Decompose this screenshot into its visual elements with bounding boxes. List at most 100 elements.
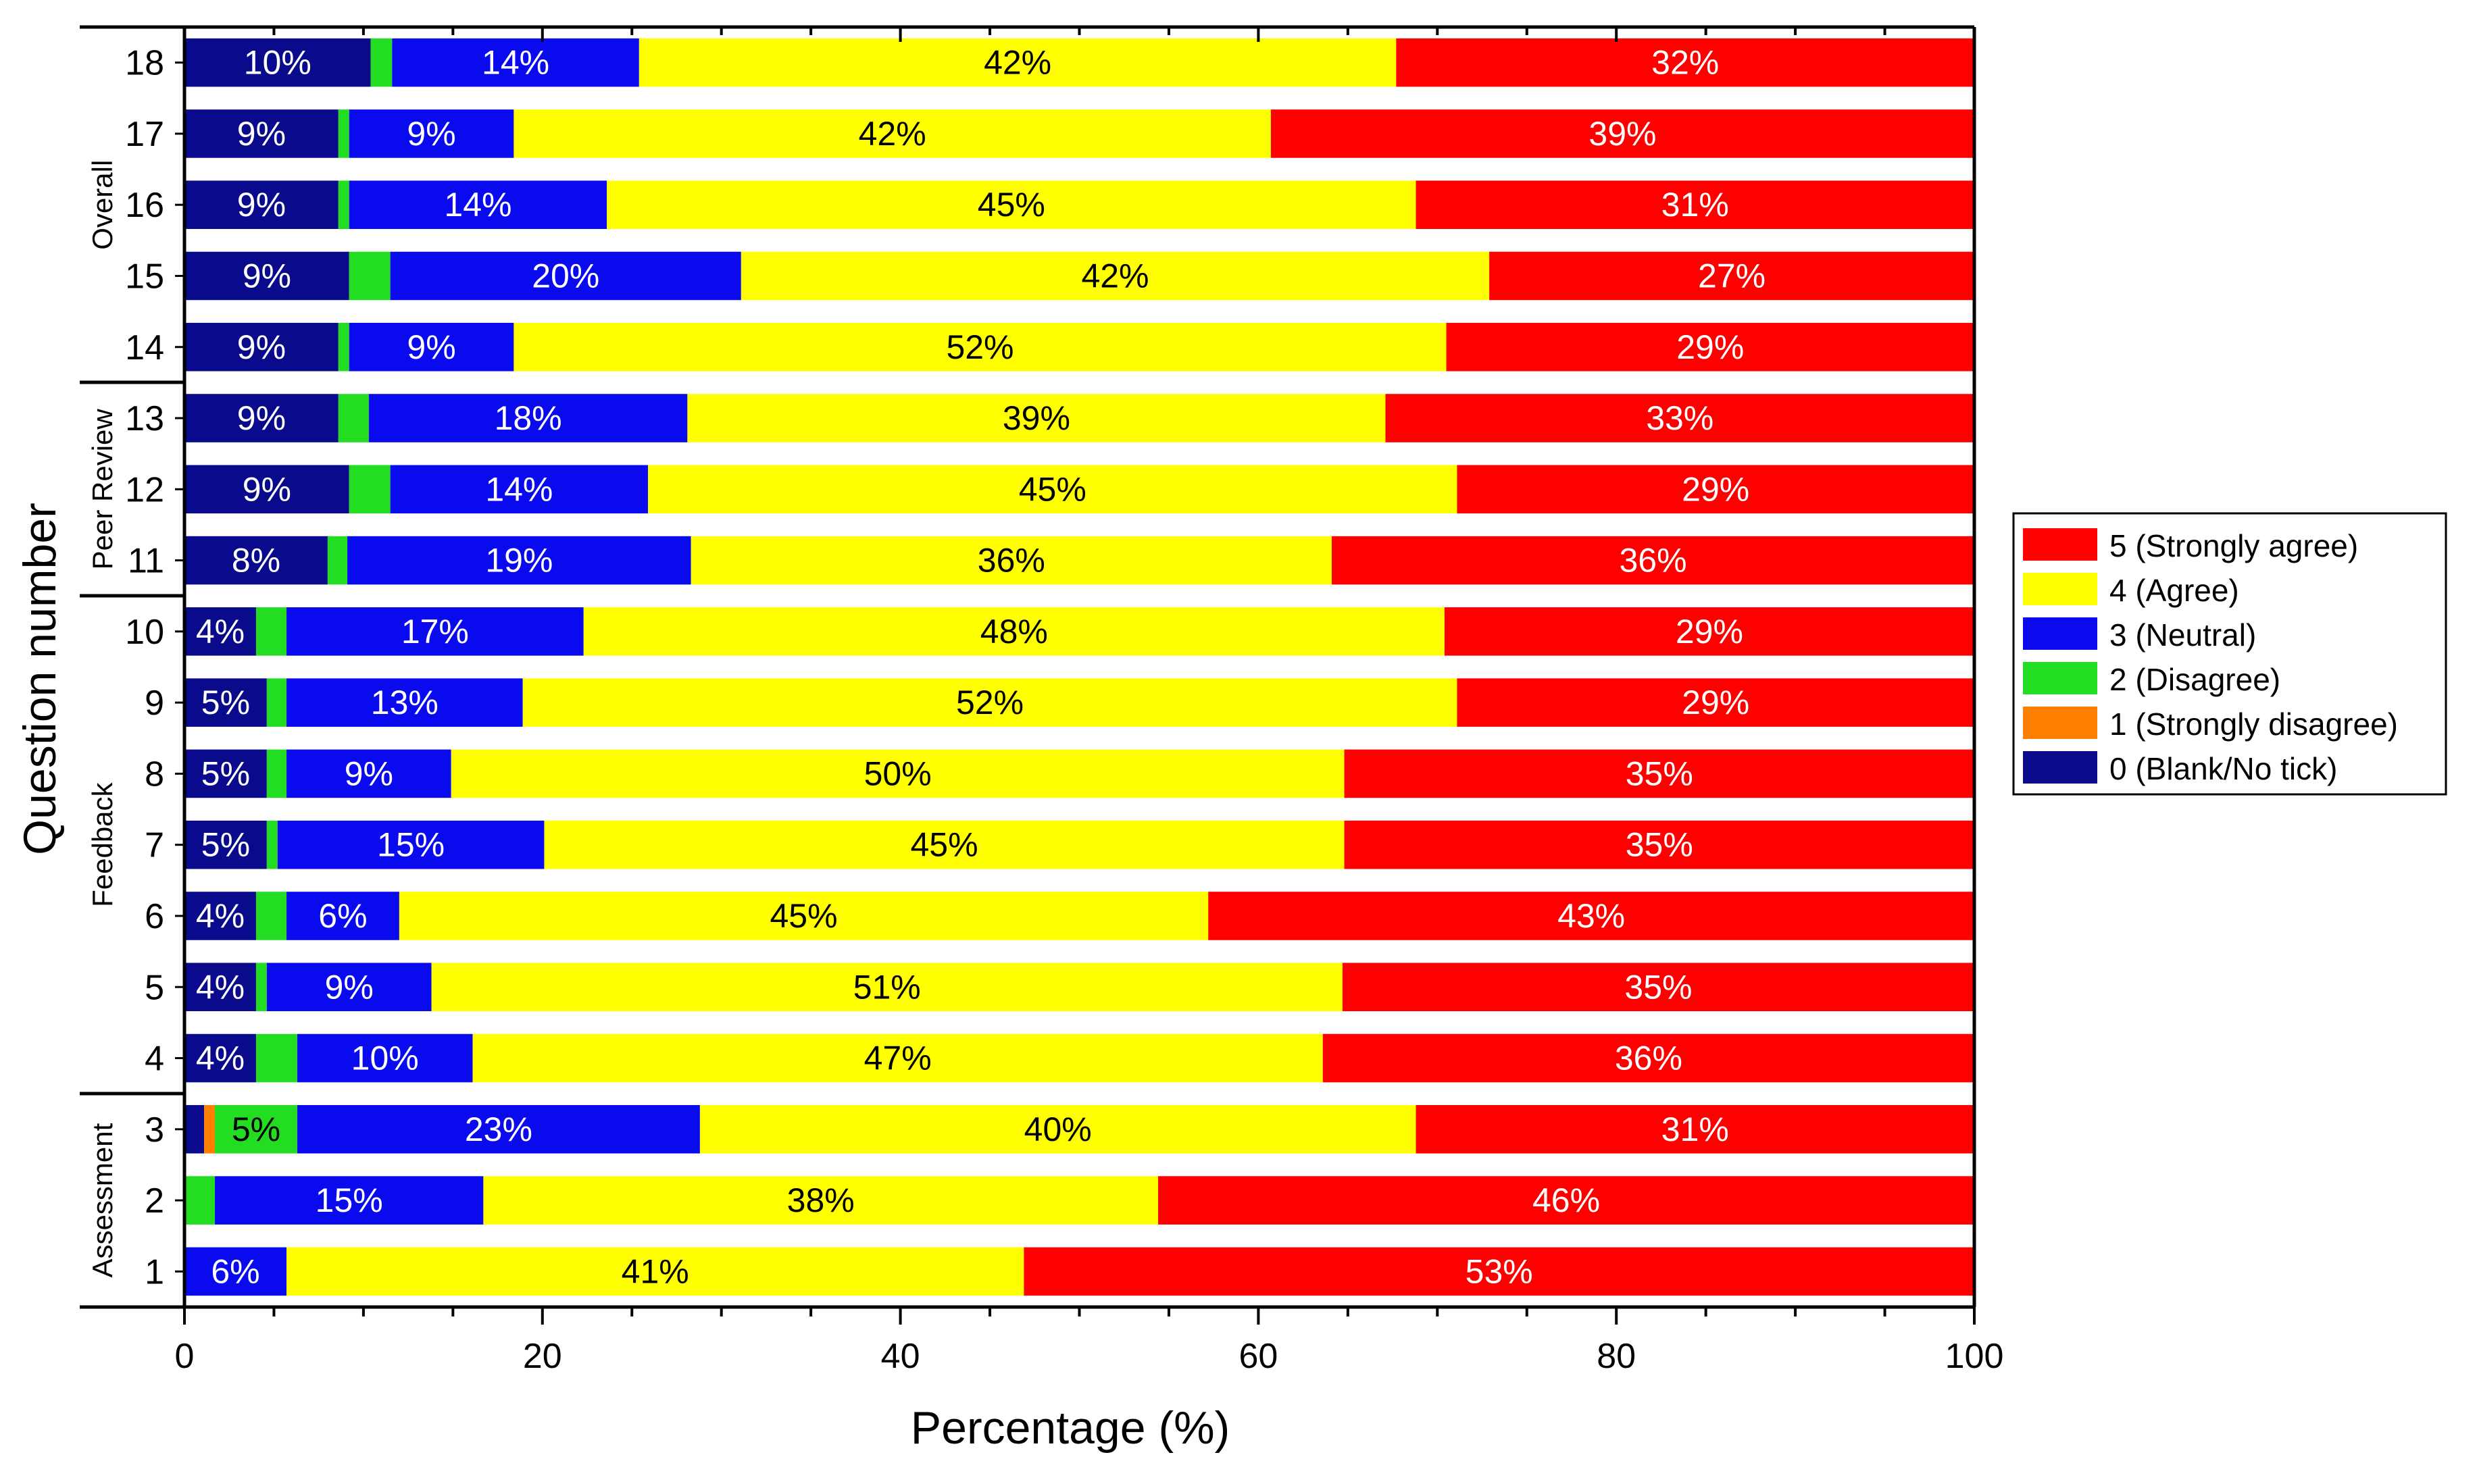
bar-q8-s2 bbox=[266, 749, 286, 798]
group-label-3: Assessment bbox=[86, 1123, 118, 1277]
bar-q8-s5 bbox=[1344, 749, 1974, 798]
bar-q14-s4 bbox=[514, 322, 1447, 372]
bar-q16-s2 bbox=[338, 180, 349, 229]
bar-q10-s0 bbox=[184, 607, 256, 656]
bar-q14-s2 bbox=[338, 322, 349, 372]
y-tick-label-q18: 18 bbox=[125, 44, 164, 83]
group-label-0: Overall bbox=[86, 160, 118, 250]
bar-label-q3-s5: 31% bbox=[1661, 1110, 1729, 1148]
bar-q8-s0 bbox=[184, 749, 267, 798]
bar-q4-s0 bbox=[184, 1033, 256, 1083]
y-axis-title: Question number bbox=[14, 503, 66, 855]
bar-q15-s2 bbox=[349, 251, 391, 301]
bar-label-q18-s3: 14% bbox=[482, 44, 549, 82]
legend-label-1: 4 (Agree) bbox=[2109, 573, 2239, 608]
legend-swatch-1 bbox=[2023, 573, 2097, 605]
bar-label-q5-s0: 4% bbox=[196, 968, 245, 1006]
bar-label-q10-s3: 17% bbox=[401, 613, 469, 650]
bar-q10-s5 bbox=[1444, 607, 1974, 656]
bar-label-q8-s0: 5% bbox=[201, 754, 250, 792]
bar-q5-s5 bbox=[1342, 963, 1974, 1012]
bar-q13-s2 bbox=[338, 394, 369, 442]
bar-label-q18-s4: 42% bbox=[984, 44, 1051, 82]
bar-q3-s2 bbox=[215, 1105, 297, 1154]
legend-swatch-2 bbox=[2023, 617, 2097, 650]
bar-q5-s0 bbox=[184, 963, 256, 1012]
bar-label-q9-s4: 52% bbox=[956, 684, 1024, 721]
bar-q18-s3 bbox=[392, 38, 639, 87]
bar-q8-s3 bbox=[286, 749, 451, 798]
bar-label-q8-s4: 50% bbox=[864, 754, 932, 792]
bar-label-q17-s3: 9% bbox=[407, 115, 455, 153]
bar-q6-s0 bbox=[184, 892, 256, 940]
bar-q9-s2 bbox=[266, 678, 286, 727]
bar-label-q10-s5: 29% bbox=[1676, 613, 1743, 650]
bar-label-q11-s5: 36% bbox=[1619, 542, 1686, 580]
bar-q10-s3 bbox=[286, 607, 584, 656]
bar-label-q6-s0: 4% bbox=[196, 897, 245, 935]
bar-label-q16-s4: 45% bbox=[978, 186, 1045, 224]
y-tick-label-q8: 8 bbox=[145, 754, 164, 794]
bar-label-q6-s5: 43% bbox=[1557, 897, 1625, 935]
bar-label-q14-s4: 52% bbox=[946, 328, 1014, 366]
bar-q10-s2 bbox=[255, 607, 286, 656]
bar-label-q3-s3: 23% bbox=[465, 1110, 532, 1148]
bar-label-q7-s5: 35% bbox=[1626, 826, 1693, 864]
bar-q15-s5 bbox=[1489, 251, 1974, 301]
bar-q9-s3 bbox=[286, 678, 523, 727]
y-tick-label-q17: 17 bbox=[125, 115, 164, 154]
bar-q4-s5 bbox=[1322, 1033, 1974, 1083]
y-tick-label-q14: 14 bbox=[125, 328, 164, 367]
bar-q2-s4 bbox=[483, 1176, 1159, 1225]
bar-q7-s0 bbox=[184, 820, 267, 869]
bar-q9-s0 bbox=[184, 678, 267, 727]
bar-q7-s3 bbox=[277, 820, 545, 869]
bar-q11-s3 bbox=[347, 536, 691, 585]
y-tick-label-q5: 5 bbox=[145, 968, 164, 1007]
y-tick-label-q7: 7 bbox=[145, 826, 164, 865]
bar-q6-s5 bbox=[1208, 892, 1974, 940]
bar-q14-s0 bbox=[184, 322, 339, 372]
y-tick-label-q3: 3 bbox=[145, 1110, 164, 1150]
bar-q8-s4 bbox=[451, 749, 1345, 798]
bar-label-q5-s4: 51% bbox=[853, 968, 921, 1006]
bar-label-q15-s5: 27% bbox=[1698, 257, 1766, 295]
y-tick-label-q12: 12 bbox=[125, 470, 164, 509]
bar-q1-s5 bbox=[1024, 1247, 1974, 1296]
y-tick-label-q13: 13 bbox=[125, 399, 164, 438]
y-tick-label-q2: 2 bbox=[145, 1181, 164, 1221]
bar-q2-s5 bbox=[1158, 1176, 1974, 1225]
y-tick-label-q9: 9 bbox=[145, 684, 164, 723]
bar-q18-s5 bbox=[1396, 38, 1974, 87]
legend-swatch-3 bbox=[2023, 662, 2097, 694]
bar-label-q11-s3: 19% bbox=[485, 542, 553, 580]
legend-label-0: 5 (Strongly agree) bbox=[2109, 528, 2358, 563]
y-tick-label-q4: 4 bbox=[145, 1040, 164, 1079]
bar-label-q13-s0: 9% bbox=[237, 399, 286, 437]
bar-q4-s3 bbox=[297, 1033, 473, 1083]
bar-label-q1-s5: 53% bbox=[1466, 1252, 1533, 1290]
bar-q5-s4 bbox=[431, 963, 1343, 1012]
bar-q16-s0 bbox=[184, 180, 339, 229]
bar-label-q2-s4: 38% bbox=[787, 1181, 855, 1219]
bar-label-q12-s4: 45% bbox=[1019, 470, 1086, 508]
bar-q1-s4 bbox=[286, 1247, 1024, 1296]
bar-label-q13-s4: 39% bbox=[1003, 399, 1070, 437]
bars-layer: 10% 14% 42% 32% 9% 9% 42% 39% 9% 14% 45% 31% 9% 20% 42… bbox=[184, 38, 1974, 1296]
bar-label-q6-s3: 6% bbox=[318, 897, 367, 935]
bar-q15-s4 bbox=[741, 251, 1490, 301]
bar-q16-s4 bbox=[607, 180, 1416, 229]
bar-label-q2-s5: 46% bbox=[1532, 1181, 1600, 1219]
bar-q7-s4 bbox=[544, 820, 1345, 869]
legend: 5 (Strongly agree) 4 (Agree) 3 (Neutral) 2 … bbox=[2012, 512, 2447, 796]
bar-q16-s5 bbox=[1416, 180, 1974, 229]
bar-q17-s3 bbox=[349, 109, 514, 158]
bar-label-q14-s3: 9% bbox=[407, 328, 455, 366]
bar-q11-s4 bbox=[691, 536, 1332, 585]
bar-q15-s0 bbox=[184, 251, 349, 301]
bar-label-q12-s3: 14% bbox=[485, 470, 553, 508]
bar-q3-s0 bbox=[184, 1105, 205, 1154]
y-tick-label-q1: 1 bbox=[145, 1252, 164, 1291]
bar-q11-s5 bbox=[1332, 536, 1974, 585]
